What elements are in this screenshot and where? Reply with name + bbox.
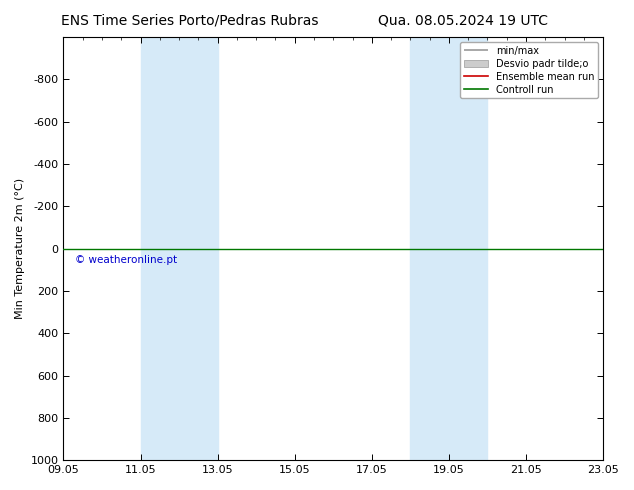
Text: Qua. 08.05.2024 19 UTC: Qua. 08.05.2024 19 UTC [378,14,548,28]
Legend: min/max, Desvio padr tilde;o, Ensemble mean run, Controll run: min/max, Desvio padr tilde;o, Ensemble m… [460,42,598,98]
Bar [141,37,217,460]
Text: © weatheronline.pt: © weatheronline.pt [75,255,177,265]
Y-axis label: Min Temperature 2m (°C): Min Temperature 2m (°C) [15,178,25,319]
Text: ENS Time Series Porto/Pedras Rubras: ENS Time Series Porto/Pedras Rubras [61,14,319,28]
Bar [410,37,488,460]
